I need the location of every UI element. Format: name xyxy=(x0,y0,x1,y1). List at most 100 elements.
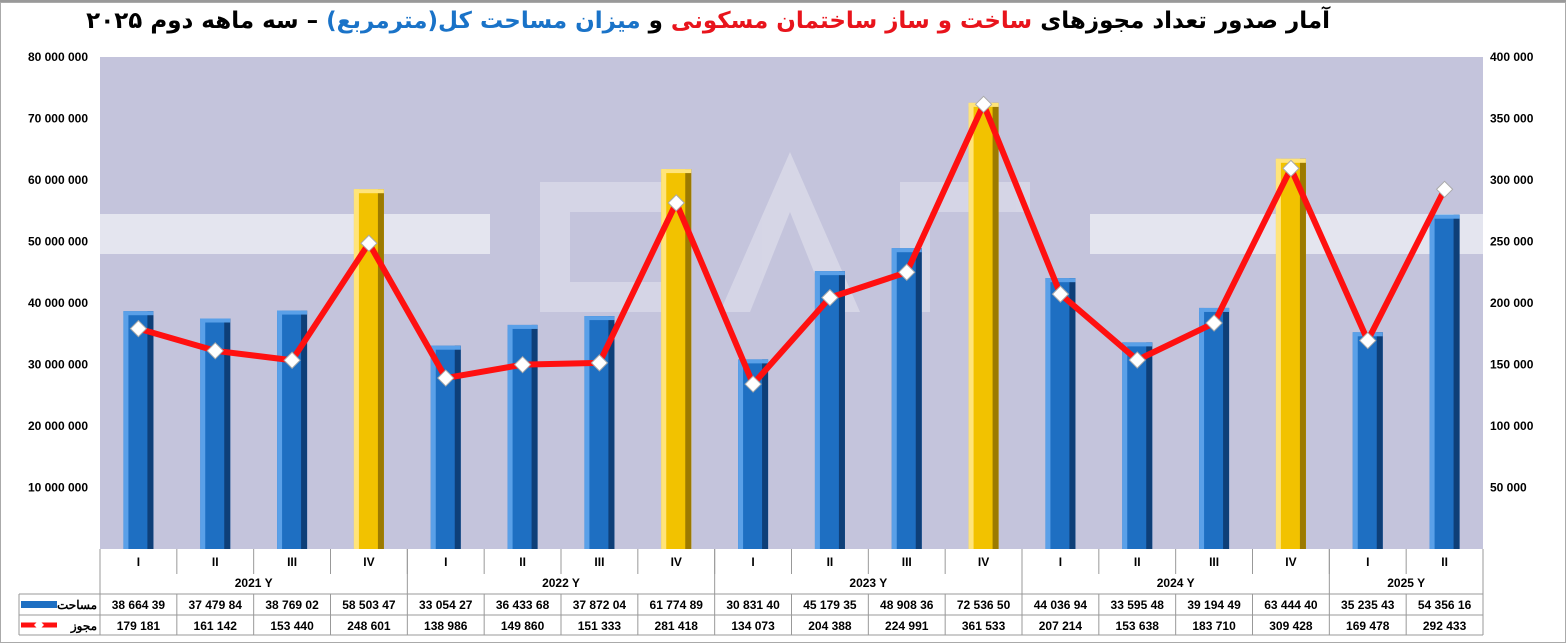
area-value: 58 503 47 xyxy=(342,598,396,612)
quarter-label: II xyxy=(827,555,834,569)
line-marker xyxy=(437,369,455,387)
permit-value: 179 181 xyxy=(117,619,161,633)
permits-legend-label: مجوز xyxy=(70,619,97,634)
line-marker xyxy=(206,342,224,360)
year-label: 2025 Y xyxy=(1387,576,1425,590)
bar-highlight xyxy=(1122,342,1128,549)
bar-11 xyxy=(968,102,999,550)
permit-value: 224 991 xyxy=(885,619,929,633)
area-value: 63 444 40 xyxy=(1264,598,1318,612)
line-marker xyxy=(1205,314,1223,332)
permit-value: 361 533 xyxy=(962,619,1006,633)
bar-top xyxy=(1122,342,1153,347)
permits-line xyxy=(137,101,1448,388)
bar-side xyxy=(1069,278,1076,549)
bar-top xyxy=(200,318,231,323)
line-marker xyxy=(667,194,685,212)
bar-top xyxy=(1045,278,1076,283)
watermark-shape xyxy=(540,182,570,312)
bar-10 xyxy=(891,248,922,549)
bar-12 xyxy=(1045,278,1076,549)
line-marker xyxy=(1435,180,1454,199)
area-value: 38 664 39 xyxy=(112,598,166,612)
bar-side xyxy=(608,316,615,549)
area-value: 44 036 94 xyxy=(1034,598,1088,612)
left-axis-tick: 80 000 000 xyxy=(28,50,88,64)
line-marker xyxy=(821,288,839,307)
bar-16 xyxy=(1352,332,1383,549)
bar-highlight xyxy=(968,102,974,550)
quarter-label: II xyxy=(1441,555,1448,569)
permit-value: 281 418 xyxy=(655,619,699,633)
watermark-shape xyxy=(540,182,680,212)
bar-side xyxy=(1299,158,1306,549)
plot-area xyxy=(100,57,1483,549)
quarter-label: IV xyxy=(671,555,682,569)
bar-top xyxy=(738,359,769,364)
right-axis-tick: 150 000 xyxy=(1490,358,1534,372)
bar-side xyxy=(1376,332,1383,549)
permit-value: 248 601 xyxy=(347,619,391,633)
bar-highlight xyxy=(738,359,744,549)
quarter-label: IV xyxy=(1285,555,1296,569)
year-label: 2024 Y xyxy=(1157,576,1195,590)
bar-0 xyxy=(123,311,154,549)
bar-side xyxy=(685,169,692,550)
quarter-label: III xyxy=(594,555,604,569)
quarter-label: II xyxy=(519,555,526,569)
left-axis-tick: 70 000 000 xyxy=(28,112,88,126)
bar-highlight xyxy=(123,311,129,549)
bar-side xyxy=(915,248,922,549)
year-label: 2021 Y xyxy=(235,576,273,590)
area-value: 39 194 49 xyxy=(1187,598,1241,612)
bar-top xyxy=(814,271,845,276)
bar-highlight xyxy=(1045,278,1051,549)
line-marker xyxy=(744,375,762,393)
bar-side xyxy=(1453,214,1460,550)
left-axis-tick: 10 000 000 xyxy=(28,481,88,495)
area-value: 30 831 40 xyxy=(726,598,780,612)
bar-side xyxy=(377,189,384,549)
bar-17 xyxy=(1429,214,1460,550)
area-value: 61 774 89 xyxy=(650,598,704,612)
chart-title: آمار صدور تعداد مجوزهای ساخت و ساز ساختم… xyxy=(0,8,1330,34)
bar-highlight xyxy=(1199,307,1205,549)
bar-top xyxy=(353,189,384,194)
right-axis-tick: 400 000 xyxy=(1490,50,1534,64)
permit-value: 161 142 xyxy=(194,619,238,633)
left-axis-tick: 40 000 000 xyxy=(28,296,88,310)
bar-highlight xyxy=(584,316,590,549)
area-legend-label: مساحت xyxy=(57,598,97,612)
year-label: 2022 Y xyxy=(542,576,580,590)
line-marker xyxy=(360,234,378,252)
line-marker xyxy=(1359,331,1377,350)
watermark-shape xyxy=(540,282,680,312)
quarter-label: I xyxy=(1366,555,1369,569)
line-marker xyxy=(1051,285,1070,303)
bar-side xyxy=(224,318,231,549)
watermark-shape xyxy=(900,182,1030,212)
quarter-label: I xyxy=(1059,555,1062,569)
bar-highlight xyxy=(277,310,283,549)
line-marker xyxy=(1282,159,1300,178)
area-value: 33 054 27 xyxy=(419,598,473,612)
quarter-label: III xyxy=(287,555,297,569)
permit-value: 134 073 xyxy=(731,619,775,633)
permit-value: 149 860 xyxy=(501,619,545,633)
bar-side xyxy=(454,345,461,549)
quarter-label: III xyxy=(902,555,912,569)
bar-highlight xyxy=(1352,332,1358,549)
bar-highlight xyxy=(1275,158,1281,549)
quarter-label: III xyxy=(1209,555,1219,569)
permits-legend-marker xyxy=(34,620,44,630)
permit-value: 309 428 xyxy=(1269,619,1313,633)
bar-top xyxy=(507,324,538,329)
bar-9 xyxy=(814,271,845,549)
line-marker xyxy=(283,351,301,369)
bar-highlight xyxy=(814,271,820,549)
quarter-label: IV xyxy=(978,555,989,569)
permit-value: 153 638 xyxy=(1116,619,1160,633)
line-marker xyxy=(974,95,993,114)
permit-value: 183 710 xyxy=(1192,619,1236,633)
